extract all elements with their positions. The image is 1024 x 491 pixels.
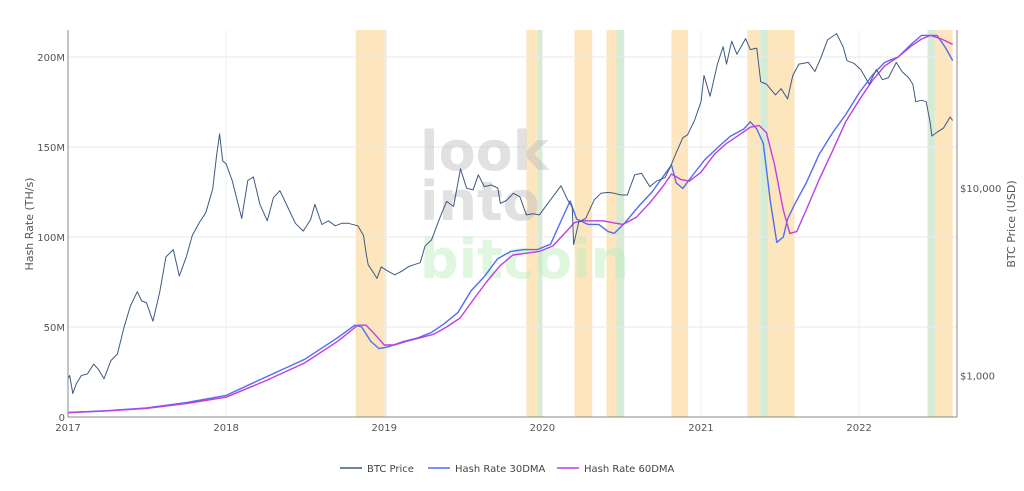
x-tick-label: 2021 (688, 423, 713, 434)
y-left-tick-label: 0 (59, 413, 65, 424)
legend-item-btc-price[interactable]: BTC Price (340, 464, 414, 475)
x-tick-label: 2018 (213, 423, 238, 434)
y-left-tick-label: 50M (44, 323, 65, 334)
shaded-period-green (927, 30, 935, 417)
shaded-period-orange (768, 30, 795, 417)
legend-label-btc-price: BTC Price (367, 464, 414, 475)
shaded-period-green (760, 30, 769, 417)
shaded-period-orange (574, 30, 593, 417)
legend: BTC Price Hash Rate 30DMA Hash Rate 60DM… (340, 464, 675, 475)
legend-label-hash-rate-60dma: Hash Rate 60DMA (584, 464, 675, 475)
series-line-hash-rate-60dma (67, 34, 954, 414)
shaded-period-orange (526, 30, 539, 417)
y-right-tick-label: $10,000 (960, 184, 1001, 195)
watermark-look: look (420, 120, 550, 183)
tick-labels: 2017 2018 2019 2020 2021 2022 0 50M 100M 150M 200M… (37, 53, 1001, 434)
x-tick-label: 2022 (846, 423, 871, 434)
y-axis-left-title: Hash Rate (TH/s) (23, 178, 36, 271)
shaded-periods (355, 30, 953, 417)
legend-label-hash-rate-30dma: Hash Rate 30DMA (455, 464, 546, 475)
series-line-hash-rate-30dma (67, 34, 954, 414)
series-lines (67, 33, 954, 414)
watermark-into: into (420, 170, 540, 233)
grid-lines (67, 30, 957, 417)
shaded-period-green (538, 30, 542, 417)
x-tick-label: 2017 (55, 423, 80, 434)
legend-item-hash-rate-30dma[interactable]: Hash Rate 30DMA (428, 464, 546, 475)
x-tick-label: 2019 (372, 423, 397, 434)
watermark-bitcoin: bitcoin (420, 228, 629, 291)
legend-item-hash-rate-60dma[interactable]: Hash Rate 60DMA (557, 464, 675, 475)
shaded-period-orange (606, 30, 617, 417)
x-tick-label: 2020 (530, 423, 555, 434)
shaded-period-orange (747, 30, 761, 417)
y-left-tick-label: 150M (37, 143, 65, 154)
watermark: look into bitcoin (420, 120, 629, 291)
y-left-tick-label: 200M (37, 53, 65, 64)
shaded-period-orange (934, 30, 953, 417)
axes (67, 30, 958, 418)
shaded-period-orange (355, 30, 387, 417)
y-axis-right-title: BTC Price (USD) (1005, 180, 1018, 267)
y-left-tick-label: 100M (37, 233, 65, 244)
y-right-tick-label: $1,000 (960, 371, 995, 382)
shaded-period-orange (671, 30, 688, 417)
series-line-btc-price (67, 33, 954, 395)
